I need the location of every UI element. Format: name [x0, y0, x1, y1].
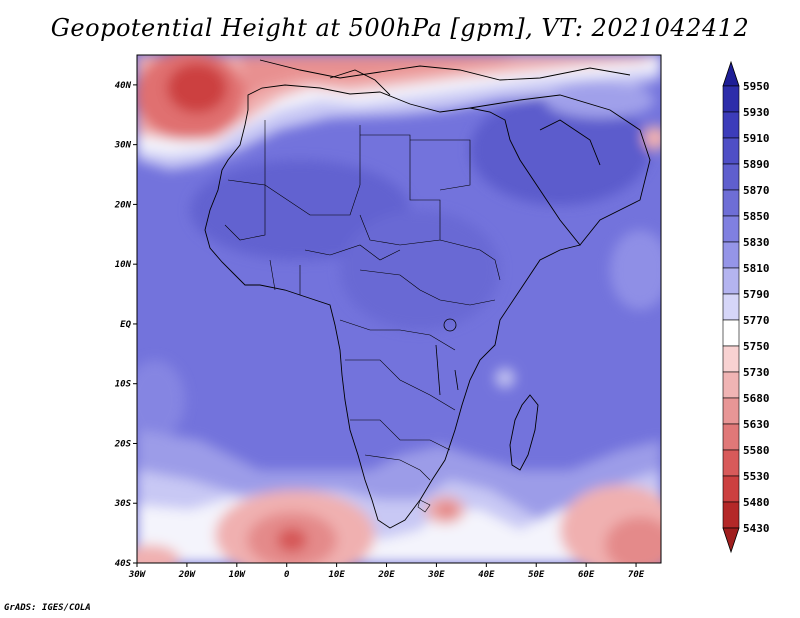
- colorbar-swatch: [722, 85, 740, 113]
- lon-tick-label: 20E: [377, 570, 395, 580]
- colorbar-label: 5850: [743, 210, 770, 223]
- lat-tick-label: 20N: [114, 200, 132, 210]
- colorbar-label: 5910: [743, 132, 770, 145]
- lon-tick-label: 20W: [178, 570, 197, 580]
- lat-tick-label: EQ: [120, 320, 131, 330]
- colorbar-swatch: [722, 397, 740, 425]
- colorbar-label: 5890: [743, 158, 770, 171]
- colorbar-label: 5830: [743, 236, 770, 249]
- coastlines: [204, 59, 651, 529]
- colorbar-cap-top: [722, 60, 740, 87]
- latitude-axis: 40N 30N 20N 10N EQ 10S 20S 30S 40S: [114, 81, 137, 569]
- colorbar-label: 5810: [743, 262, 770, 275]
- colorbar-label: 5630: [743, 418, 770, 431]
- lon-tick-label: 30E: [427, 570, 445, 580]
- colorbar-label: 5580: [743, 444, 770, 457]
- colorbar-swatch: [722, 423, 740, 451]
- colorbar-swatch: [722, 267, 740, 295]
- colorbar-swatch: [722, 111, 740, 139]
- colorbar-swatch: [722, 319, 740, 347]
- colorbar-swatch: [722, 345, 740, 373]
- lakes: [435, 318, 459, 396]
- colorbar: 5950 5930 5910 5890 5870 5850 5830 5810 5790 5770…: [722, 60, 770, 554]
- colorbar-swatch: [722, 449, 740, 477]
- colorbar-label: 5950: [743, 80, 770, 93]
- colorbar-label: 5870: [743, 184, 770, 197]
- lat-tick-label: 10S: [115, 380, 132, 390]
- plot-frame: [136, 54, 662, 564]
- lat-tick-label: 40S: [115, 559, 132, 569]
- colorbar-label: 5930: [743, 106, 770, 119]
- colorbar-swatch: [722, 475, 740, 503]
- colorbar-swatch: [722, 501, 740, 529]
- lon-tick-label: 10E: [328, 570, 345, 580]
- lon-tick-label: 70E: [628, 570, 645, 580]
- colorbar-label: 5430: [743, 522, 770, 535]
- lat-tick-label: 10N: [115, 260, 132, 270]
- colorbar-label: 5680: [743, 392, 770, 405]
- lon-tick-label: 10W: [229, 570, 247, 580]
- colorbar-label: 5530: [743, 470, 770, 483]
- colorbar-label: 5770: [743, 314, 770, 327]
- colorbar-swatch: [722, 293, 740, 321]
- lon-tick-label: 0: [284, 570, 290, 580]
- grads-credit: GrADS: IGES/COLA: [4, 603, 91, 613]
- map-title: Geopotential Height at 500hPa [gpm], VT:…: [50, 14, 750, 42]
- colorbar-label: 5730: [743, 366, 770, 379]
- colorbar-swatch: [722, 137, 740, 165]
- colorbar-swatch: [722, 241, 740, 269]
- colorbar-label: 5790: [743, 288, 770, 301]
- colorbar-label: 5480: [743, 496, 770, 509]
- colorbar-swatch: [722, 189, 740, 217]
- height-field: [137, 55, 661, 563]
- colorbar-label: 5750: [743, 340, 770, 353]
- colorbar-swatch: [722, 371, 740, 399]
- longitude-axis: 30W 20W 10W 0 10E 20E 30E 40E 50E 60E 70E: [128, 563, 645, 580]
- lon-tick-label: 30W: [128, 570, 147, 580]
- colorbar-swatch: [722, 215, 740, 243]
- colorbar-cap-bottom: [722, 527, 740, 554]
- lat-tick-label: 20S: [114, 439, 132, 449]
- colorbar-swatch: [722, 163, 740, 191]
- lat-tick-label: 30S: [114, 499, 132, 509]
- lon-tick-label: 50E: [528, 570, 545, 580]
- lat-tick-label: 30N: [114, 141, 132, 151]
- lat-tick-label: 40N: [115, 81, 132, 91]
- country-borders: [224, 120, 501, 513]
- lon-tick-label: 40E: [478, 570, 495, 580]
- lon-tick-label: 60E: [578, 570, 595, 580]
